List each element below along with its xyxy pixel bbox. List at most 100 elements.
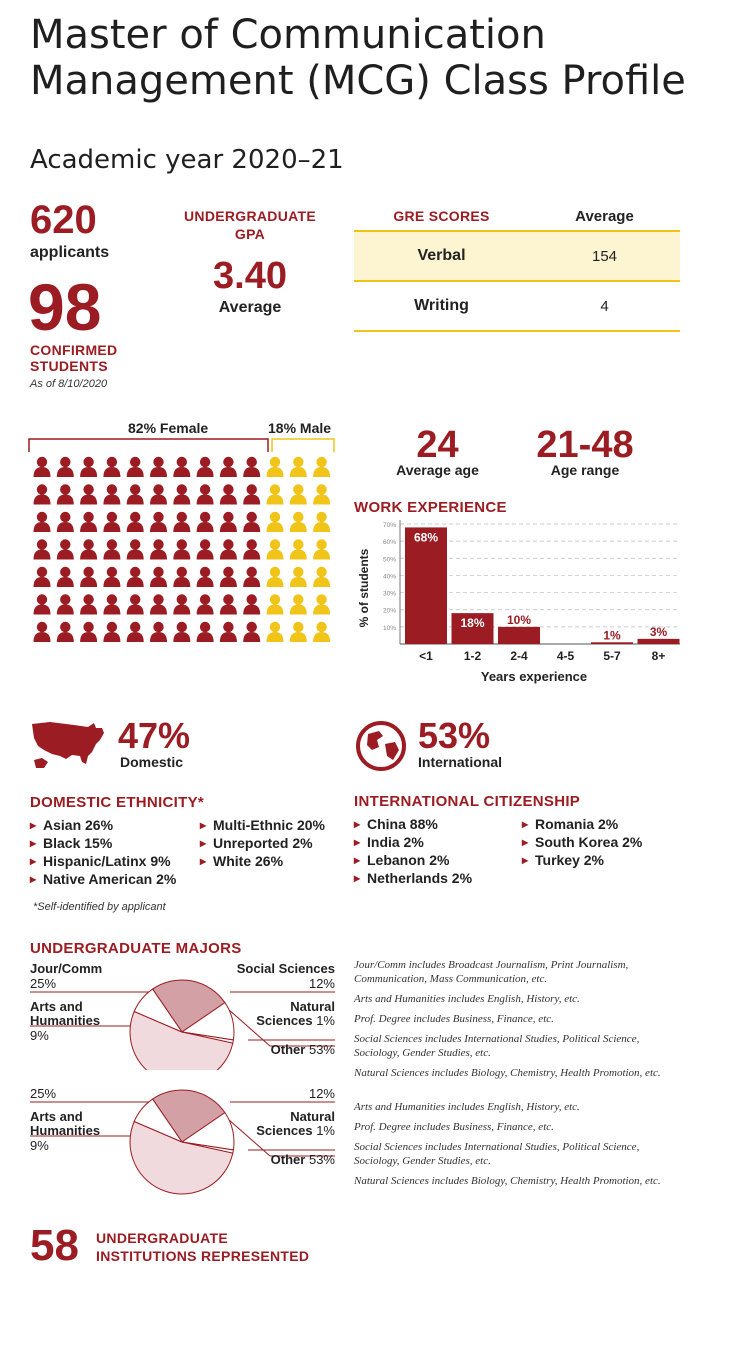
person-icon xyxy=(289,621,307,642)
as-of-date: As of 8/10/2020 xyxy=(30,378,108,390)
major-label-arts: Arts and Humanities xyxy=(30,1000,100,1028)
person-icon xyxy=(103,594,121,615)
ethnicity-list-col1: Asian 26% Black 15% Hispanic/Latinx 9% N… xyxy=(30,816,200,888)
y-tick-label: 40% xyxy=(383,573,396,580)
major-pct-natural: 1% xyxy=(316,1123,335,1138)
majors-note: Arts and Humanities includes English, Hi… xyxy=(354,1101,580,1113)
person-icon xyxy=(196,539,214,560)
person-icon xyxy=(243,484,261,505)
person-icon xyxy=(173,621,191,642)
person-icon xyxy=(56,484,74,505)
confirmed-label-line-2: STUDENTS xyxy=(30,358,108,374)
major-label-natural-name-2: Sciences xyxy=(256,1013,313,1028)
citizenship-item: Romania 2% xyxy=(522,815,682,833)
person-icon xyxy=(150,594,167,615)
citizenship-item: Lebanon 2% xyxy=(354,851,519,869)
major-pct-social: 12% xyxy=(308,976,335,991)
major-pct-jour: 25% xyxy=(30,976,57,991)
citizenship-item: South Korea 2% xyxy=(522,833,682,851)
confirmed-label-line-1: CONFIRMED xyxy=(30,342,118,358)
institutions-label-line-2: INSTITUTIONS REPRESENTED xyxy=(96,1248,310,1264)
person-icon xyxy=(266,621,284,642)
majors-title: UNDERGRADUATE MAJORS xyxy=(30,940,242,957)
person-icon xyxy=(173,594,191,615)
institutions-label: UNDERGRADUATE INSTITUTIONS REPRESENTED xyxy=(96,1229,309,1265)
major-label-arts-line-2: Humanities xyxy=(30,1013,101,1028)
person-icon xyxy=(56,594,74,615)
y-tick-label: 60% xyxy=(383,539,396,546)
gpa-title-line-1: UNDERGRADUATE xyxy=(184,208,316,224)
major-pct-other: 53% xyxy=(308,1152,335,1167)
male-label: 18% Male xyxy=(268,420,332,436)
gre-row-name: Verbal xyxy=(417,247,466,264)
ethnicity-title: DOMESTIC ETHNICITY* xyxy=(30,794,205,811)
major-pct-social: 12% xyxy=(308,1086,335,1101)
globe-icon xyxy=(356,721,406,771)
x-tick-label: 8+ xyxy=(652,649,666,663)
major-label-other-row: Other 53% xyxy=(271,1042,335,1057)
x-tick-label: 1-2 xyxy=(464,649,482,663)
person-icon xyxy=(150,539,167,560)
person-icon xyxy=(243,539,261,560)
person-icon xyxy=(266,566,284,587)
person-icon xyxy=(103,484,121,505)
age-range-label: Age range xyxy=(550,462,620,478)
citizenship-item: India 2% xyxy=(354,833,519,851)
major-label-social: Social Sciences xyxy=(236,961,335,976)
person-icon xyxy=(150,456,167,477)
major-pct-arts: 9% xyxy=(30,1138,49,1153)
gre-row-name: Writing xyxy=(414,297,469,314)
page-title: Master of Communication Management (MCG)… xyxy=(30,12,686,104)
person-icon xyxy=(196,566,214,587)
bar xyxy=(451,613,494,644)
pie-slice xyxy=(151,979,226,1033)
person-icon xyxy=(126,511,144,532)
person-icon xyxy=(313,594,331,615)
gre-row-value: 154 xyxy=(591,247,618,265)
person-icon xyxy=(313,566,331,587)
average-age-value: 24 xyxy=(416,424,459,466)
applicants-label: applicants xyxy=(30,244,110,261)
citizenship-title: INTERNATIONAL CITIZENSHIP xyxy=(354,793,581,810)
ethnicity-item: Hispanic/Latinx 9% xyxy=(30,852,200,870)
ethnicity-item: White 26% xyxy=(200,852,350,870)
domestic-label: Domestic xyxy=(120,754,184,770)
international-value: 53% xyxy=(418,715,491,756)
major-label-natural-line-1: Natural xyxy=(290,999,335,1014)
confirmed-label: CONFIRMED STUDENTS xyxy=(30,342,117,374)
person-icon xyxy=(173,566,191,587)
y-tick-label: 70% xyxy=(383,522,396,529)
person-icon xyxy=(33,484,51,505)
person-icon xyxy=(219,566,237,587)
bar xyxy=(405,527,447,644)
person-icon xyxy=(243,456,261,477)
pie-slice xyxy=(151,1089,226,1143)
person-icon xyxy=(80,566,98,587)
bar-value-label: 18% xyxy=(460,616,484,630)
majors-notes-1: Jour/Comm includes Broadcast Journalism,… xyxy=(354,958,674,1086)
ethnicity-item: Native American 2% xyxy=(30,870,200,888)
person-icon xyxy=(103,539,121,560)
person-icon xyxy=(56,621,74,642)
majors-note: Social Sciences includes International S… xyxy=(354,1141,640,1167)
person-icon xyxy=(196,594,214,615)
female-bracket xyxy=(28,438,269,452)
person-icon xyxy=(126,456,144,477)
gpa-title: UNDERGRADUATE GPA xyxy=(160,207,340,243)
major-label-arts-line-1: Arts and xyxy=(30,1109,83,1124)
person-icon xyxy=(80,594,98,615)
person-icon xyxy=(80,484,98,505)
bar-value-label: 3% xyxy=(650,625,668,639)
y-tick-label: 20% xyxy=(383,608,396,615)
majors-note: Prof. Degree includes Business, Finance,… xyxy=(354,1013,554,1025)
majors-pie-lines xyxy=(30,1089,335,1195)
person-icon xyxy=(80,621,98,642)
bar xyxy=(498,626,540,644)
person-icon xyxy=(266,539,284,560)
person-icon xyxy=(33,456,51,477)
confirmed-value: 98 xyxy=(28,270,102,344)
x-tick-label: 5-7 xyxy=(603,649,621,663)
person-icon xyxy=(80,511,98,532)
person-icon xyxy=(173,456,191,477)
majors-note: Arts and Humanities includes English, Hi… xyxy=(354,993,580,1005)
